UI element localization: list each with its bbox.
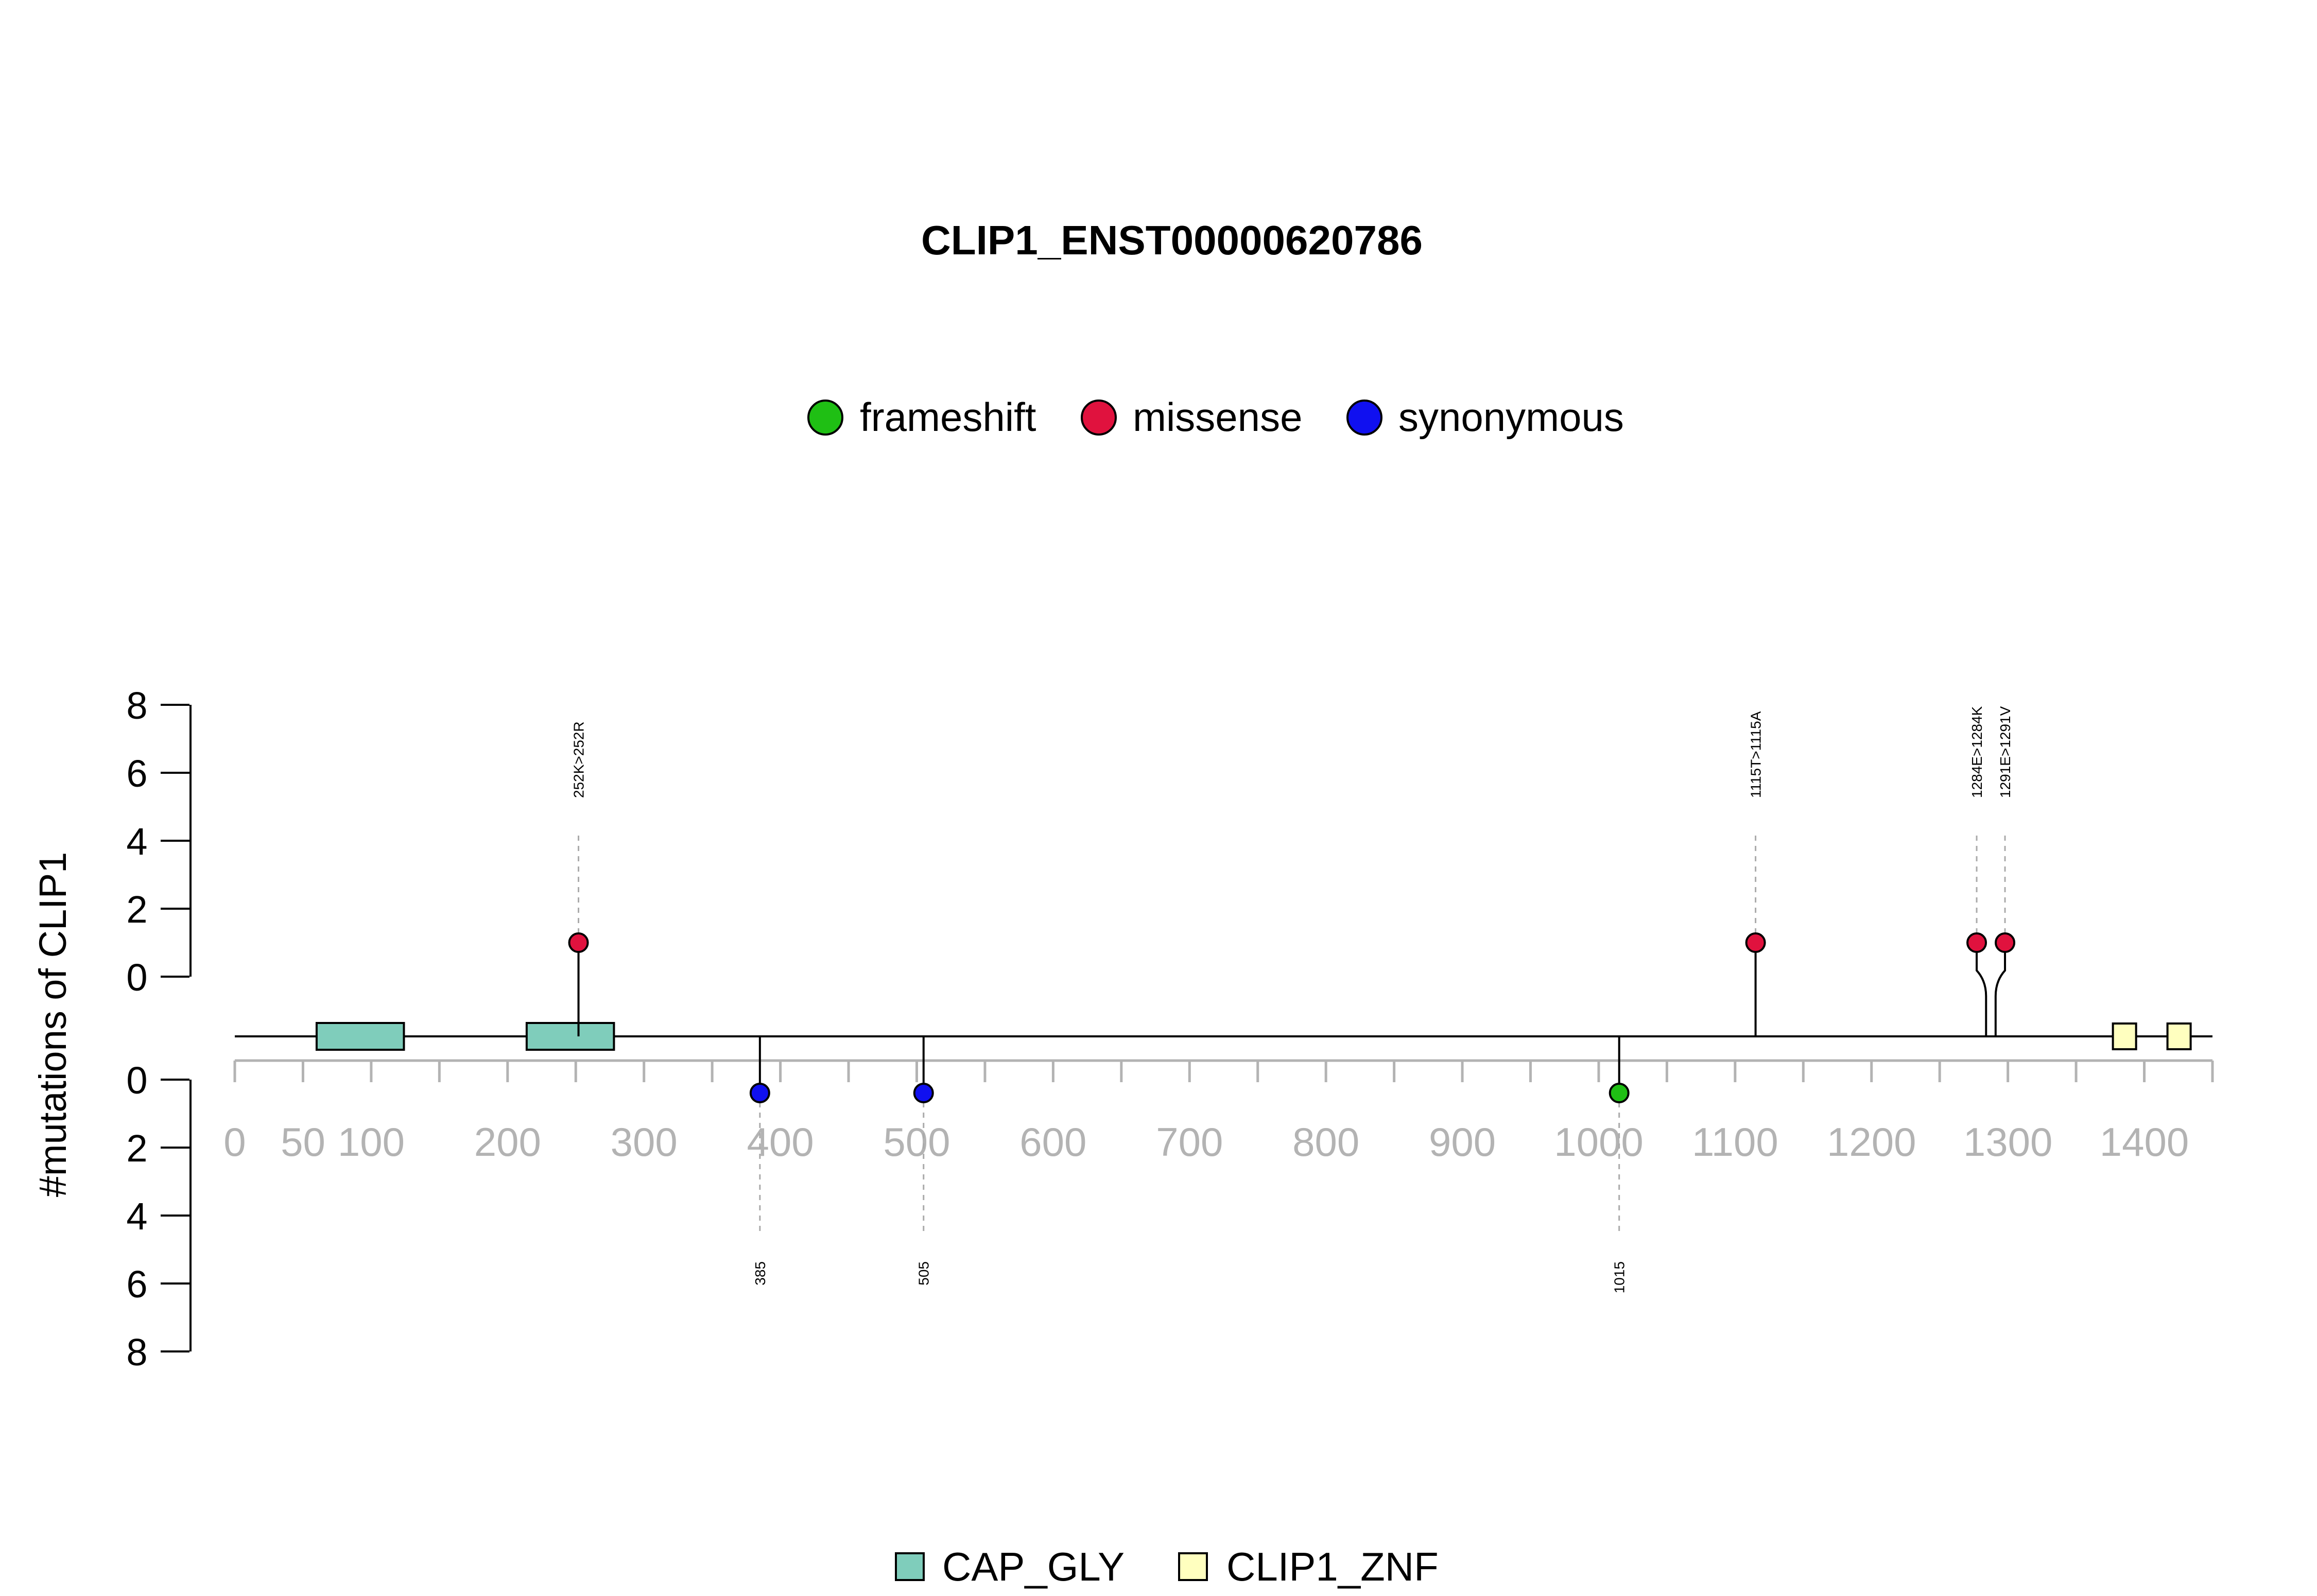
- x-tick-label-0: 0: [223, 1119, 246, 1165]
- domain-legend-label-CAP_GLY: CAP_GLY: [942, 1544, 1125, 1589]
- domain-CAP_GLY-0: [315, 1022, 405, 1051]
- chart-title: CLIP1_ENST00000620786: [921, 217, 1423, 263]
- y-upper-tick-label-8: 8: [126, 684, 147, 727]
- domain-legend-marker-CLIP1_ZNF: [1178, 1552, 1208, 1581]
- y-axis-label: #mutations of CLIP1: [31, 852, 74, 1197]
- x-tick-label-200: 200: [474, 1119, 541, 1165]
- legend-label-synonymous: synonymous: [1398, 394, 1624, 440]
- x-tick-label-800: 800: [1292, 1119, 1359, 1165]
- lollipop-above-252-label: 252K>252R: [571, 721, 587, 798]
- lollipop-below-385-label: 385: [752, 1261, 768, 1286]
- x-tick-label-500: 500: [883, 1119, 950, 1165]
- mutation-type-legend: frameshift missense synonymous: [807, 394, 1624, 440]
- y-lower-tick-label-8: 8: [126, 1331, 147, 1374]
- lollipop-above-1284-label: 1284E>1284K: [1969, 706, 1985, 798]
- x-tick-label-900: 900: [1429, 1119, 1496, 1165]
- lollipop-above-1115-head: [1745, 932, 1766, 953]
- lollipop-above-1291-head: [1995, 932, 2016, 953]
- x-tick-label-400: 400: [747, 1119, 814, 1165]
- y-lower-tick-label-2: 2: [126, 1127, 147, 1170]
- domain-CLIP1_ZNF-2: [2112, 1022, 2137, 1050]
- x-tick-label-50: 50: [281, 1119, 325, 1165]
- legend-label-missense: missense: [1133, 394, 1302, 440]
- domain-CAP_GLY-1: [525, 1022, 615, 1051]
- legend-marker-synonymous: [1346, 400, 1382, 436]
- x-tick-label-1000: 1000: [1554, 1119, 1644, 1165]
- lollipop-above-1284-head: [1966, 932, 1987, 953]
- legend-marker-missense: [1081, 400, 1117, 436]
- domain-legend-label-CLIP1_ZNF: CLIP1_ZNF: [1226, 1544, 1439, 1589]
- y-upper-tick-label-2: 2: [126, 888, 147, 931]
- x-tick-label-600: 600: [1019, 1119, 1086, 1165]
- y-upper-tick-label-4: 4: [126, 820, 147, 863]
- y-upper-tick-label-0: 0: [126, 956, 147, 999]
- lollipop-above-1284-stem: [1976, 943, 1987, 1036]
- y-lower-tick-label-0: 0: [126, 1059, 147, 1102]
- y-lower-tick-label-4: 4: [126, 1195, 147, 1238]
- y-axes: 0 0 2 2 4 4 6 6 8 8: [126, 684, 192, 1374]
- x-axis: 0 50 100 200 300 400 500 600 700 800 900 1000 1100 12…: [223, 1059, 2214, 1165]
- y-upper-tick-label-6: 6: [126, 752, 147, 795]
- lollipop-above-1115-label: 1115T>1115A: [1748, 711, 1764, 798]
- protein-domains: [315, 1022, 2192, 1051]
- domain-legend: CAP_GLY CLIP1_ZNF: [895, 1544, 1439, 1589]
- domain-CLIP1_ZNF-3: [2166, 1022, 2192, 1050]
- x-tick-label-1300: 1300: [1963, 1119, 2053, 1165]
- x-tick-label-300: 300: [611, 1119, 678, 1165]
- lollipop-below-505-head: [913, 1083, 934, 1103]
- x-tick-label-100: 100: [338, 1119, 405, 1165]
- lollipop-below-1015-head: [1609, 1083, 1630, 1103]
- x-tick-label-1100: 1100: [1692, 1119, 1778, 1165]
- legend-label-frameshift: frameshift: [860, 394, 1036, 440]
- y-lower-tick-label-6: 6: [126, 1263, 147, 1306]
- lollipop-below-1015-label: 1015: [1612, 1261, 1628, 1293]
- lollipop-above-1291-stem: [1994, 943, 2007, 1036]
- mutation-lollipops: 252K>252R 1115T>1115A 1284E>1284K 1291E>129…: [568, 706, 2016, 1293]
- domain-legend-marker-CAP_GLY: [895, 1552, 925, 1581]
- legend-marker-frameshift: [807, 400, 843, 436]
- lollipop-below-505-label: 505: [916, 1261, 932, 1286]
- lollipop-above-252-head: [568, 932, 589, 953]
- x-tick-label-1200: 1200: [1827, 1119, 1916, 1165]
- x-tick-label-700: 700: [1156, 1119, 1223, 1165]
- lollipop-below-385-head: [749, 1083, 770, 1103]
- x-tick-label-1400: 1400: [2100, 1119, 2189, 1165]
- lollipop-above-1291-label: 1291E>1291V: [1997, 706, 2013, 798]
